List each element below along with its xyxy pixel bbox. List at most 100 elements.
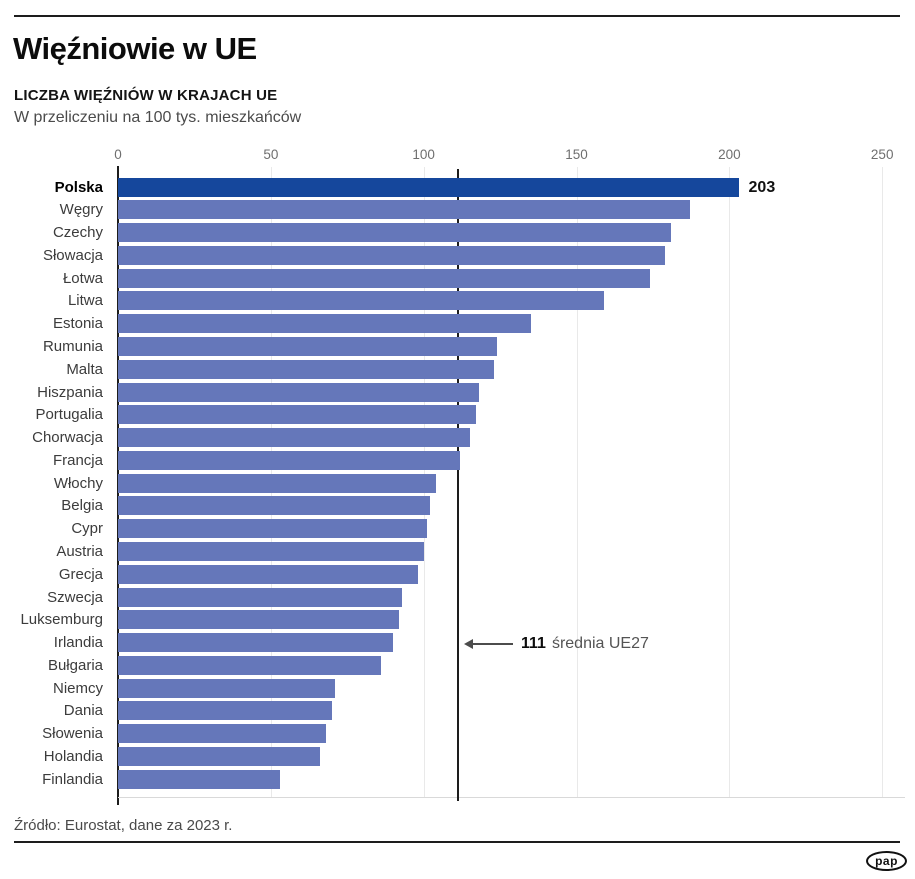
x-axis-tick-label: 100 bbox=[412, 147, 435, 162]
top-rule bbox=[14, 15, 900, 17]
page-title: Więźniowie w UE bbox=[13, 31, 257, 66]
country-label: Francja bbox=[52, 451, 103, 469]
country-label: Portugalia bbox=[35, 406, 103, 424]
country-bar bbox=[118, 223, 672, 243]
avg-label: średnia UE27 bbox=[551, 635, 649, 652]
chart-row: Cypr bbox=[0, 519, 915, 539]
left-arrow-icon bbox=[464, 639, 473, 649]
country-label: Irlandia bbox=[53, 634, 103, 652]
country-bar bbox=[118, 200, 690, 220]
country-bar bbox=[118, 747, 320, 766]
country-label: Słowenia bbox=[42, 725, 103, 743]
chart-row: Austria bbox=[0, 541, 915, 561]
chart-row: Finlandia bbox=[0, 769, 915, 789]
chart-row: Holandia bbox=[0, 747, 915, 766]
country-label: Chorwacja bbox=[32, 429, 103, 447]
x-axis-tick-label: 150 bbox=[565, 147, 588, 162]
chart-row: Słowenia bbox=[0, 724, 915, 744]
country-label: Holandia bbox=[43, 748, 103, 765]
source-note: Źródło: Eurostat, dane za 2023 r. bbox=[14, 817, 233, 834]
country-bar bbox=[118, 359, 494, 379]
chart-row: Estonia bbox=[0, 314, 915, 334]
x-axis-baseline bbox=[118, 797, 905, 798]
chart-title: LICZBA WIĘŹNIÓW W KRAJACH UE bbox=[14, 87, 278, 104]
country-bar bbox=[118, 519, 427, 539]
chart-row: Irlandia bbox=[0, 633, 915, 653]
country-label: Malta bbox=[66, 360, 103, 378]
country-bar bbox=[118, 701, 332, 721]
chart-row: Luksemburg bbox=[0, 610, 915, 630]
country-label: Włochy bbox=[53, 474, 103, 492]
country-label: Belgia bbox=[61, 497, 103, 515]
chart-row: Szwecja bbox=[0, 587, 915, 607]
country-label: Dania bbox=[63, 702, 103, 720]
country-bar bbox=[118, 587, 403, 607]
pap-logo: pap bbox=[866, 851, 907, 871]
country-label: Bułgaria bbox=[47, 656, 103, 674]
country-label: Węgry bbox=[59, 201, 103, 219]
avg-annotation-text: 111 średnia UE27 bbox=[521, 633, 649, 655]
chart-row: Chorwacja bbox=[0, 428, 915, 448]
country-bar bbox=[118, 564, 418, 584]
country-bar bbox=[118, 428, 470, 448]
gridline bbox=[577, 167, 578, 797]
country-label: Estonia bbox=[52, 315, 103, 333]
left-arrow-shaft bbox=[472, 643, 513, 645]
country-label: Łotwa bbox=[62, 269, 103, 287]
country-label: Austria bbox=[56, 542, 103, 560]
avg-value: 111 bbox=[521, 635, 546, 652]
gridline bbox=[729, 167, 730, 797]
chart-row: Grecja bbox=[0, 564, 915, 584]
country-bar bbox=[118, 678, 335, 698]
country-bar bbox=[118, 268, 650, 288]
country-label: Litwa bbox=[67, 292, 103, 310]
country-label: Luksemburg bbox=[20, 611, 103, 629]
country-label: Niemcy bbox=[52, 679, 103, 697]
chart-row: Włochy bbox=[0, 473, 915, 493]
x-axis-tick-label: 50 bbox=[263, 147, 279, 162]
country-label: Cypr bbox=[71, 520, 103, 538]
value-label: 203 bbox=[748, 178, 776, 196]
chart-subtitle: W przeliczeniu na 100 tys. mieszkańców bbox=[14, 109, 302, 126]
country-bar bbox=[118, 336, 497, 356]
country-label: Hiszpania bbox=[37, 383, 103, 401]
chart-row: Rumunia bbox=[0, 336, 915, 356]
chart-row: Niemcy bbox=[0, 678, 915, 698]
avg-line bbox=[457, 169, 459, 801]
chart-row: Malta bbox=[0, 359, 915, 379]
country-bar bbox=[118, 291, 604, 311]
country-bar bbox=[118, 473, 436, 493]
country-label: Grecja bbox=[58, 565, 103, 583]
country-bar bbox=[118, 633, 394, 653]
bottom-rule bbox=[14, 841, 900, 843]
avg-annotation: 111 średnia UE27 bbox=[0, 633, 915, 655]
chart-row: Bułgaria bbox=[0, 655, 915, 675]
chart-row: Belgia bbox=[0, 496, 915, 516]
country-bar bbox=[118, 450, 461, 470]
chart-row: Francja bbox=[0, 450, 915, 470]
chart-row: Słowacja bbox=[0, 245, 915, 265]
country-bar bbox=[118, 769, 280, 789]
country-label: Finlandia bbox=[42, 770, 103, 788]
country-label: Słowacja bbox=[42, 246, 103, 264]
chart-row: Dania bbox=[0, 701, 915, 721]
country-label: Polska bbox=[54, 178, 103, 196]
x-axis-tick-label: 200 bbox=[718, 147, 741, 162]
country-bar bbox=[118, 177, 739, 197]
x-axis-tick-label: 250 bbox=[870, 147, 894, 162]
country-bar bbox=[118, 541, 424, 561]
country-label: Szwecja bbox=[47, 588, 103, 606]
chart-row: Łotwa bbox=[0, 268, 915, 288]
chart-row: Litwa bbox=[0, 291, 915, 311]
country-bar bbox=[118, 610, 400, 630]
chart-row: Hiszpania bbox=[0, 382, 915, 402]
bar-chart: 0 50 100 150 200 250 Polska 203 Węgry Czechy Słow… bbox=[0, 140, 915, 812]
x-axis-tick-label: 0 bbox=[114, 147, 122, 162]
country-bar bbox=[118, 382, 479, 402]
country-bar bbox=[118, 245, 666, 265]
country-label: Czechy bbox=[52, 224, 103, 242]
gridline bbox=[882, 167, 883, 797]
country-bar bbox=[118, 724, 326, 744]
country-bar bbox=[118, 496, 430, 516]
